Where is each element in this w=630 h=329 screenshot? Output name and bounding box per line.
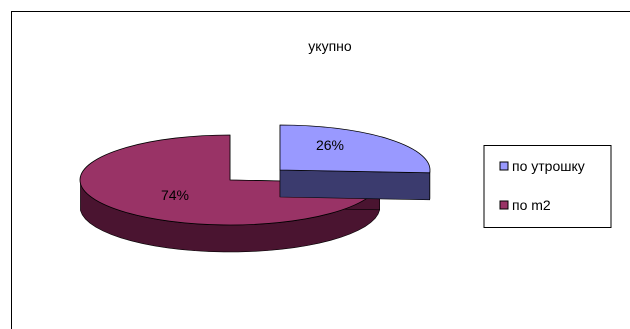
legend-label-po-m2: по m2 [512, 197, 551, 213]
pie-slice-по-утрошку [279, 124, 431, 174]
legend-swatch-po-m2 [499, 200, 509, 210]
chart-title: укупно [308, 38, 352, 54]
pie-slice-wall-по-утрошку-1 [279, 169, 430, 201]
data-label-по-m2: 74% [161, 187, 189, 203]
legend-swatch-po-utroshku [499, 161, 509, 171]
legend-box [483, 145, 612, 228]
pie-group: 26% 74% [79, 124, 431, 253]
legend-label-po-utroshku: по утрошку [512, 158, 585, 174]
data-label-по-утрошку: 26% [316, 137, 344, 153]
pie-slice-по-m2 [79, 134, 381, 226]
legend: по утрошку по m2 [483, 145, 612, 228]
